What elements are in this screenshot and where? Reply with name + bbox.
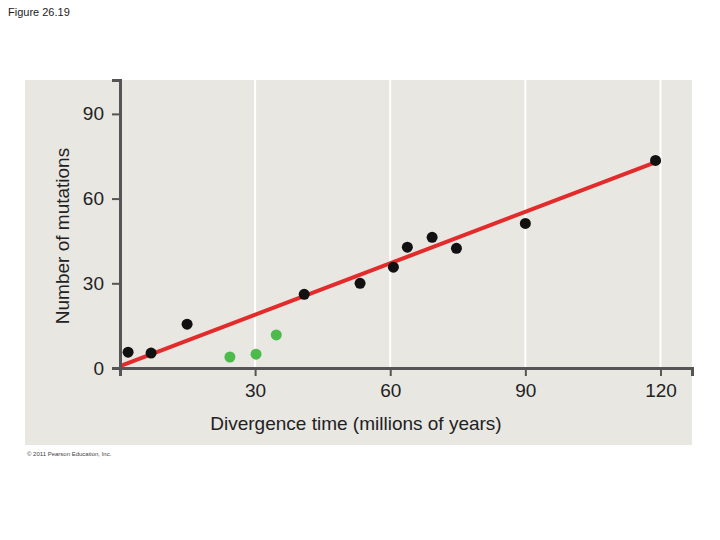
y-tick-label: 0 [93,358,104,379]
point [402,242,413,253]
point [146,348,157,359]
x-axis: 30 60 90 120 [121,368,693,401]
y-tick-mark [112,368,120,370]
x-tick-label: 60 [380,380,401,401]
y-axis-title: Number of mutations [52,148,73,324]
x-tick-label: 120 [645,380,677,401]
point [182,319,193,330]
point [271,329,282,340]
x-tick-label: 30 [245,380,266,401]
grid-line [389,80,391,368]
x-tick-label: 90 [515,380,536,401]
point [123,347,134,358]
point-series [224,329,281,362]
y-axis-line [112,81,121,369]
x-tick-mark [525,368,527,376]
grid-line [254,80,256,368]
y-tick-label: 90 [83,103,104,124]
point [451,243,462,254]
copyright: © 2011 Pearson Education, Inc. [27,451,112,457]
panel-background [25,80,692,445]
x-tick-mark [660,368,662,376]
y-tick-label: 30 [83,273,104,294]
y-axis: 0 30 60 90 [83,81,121,379]
y-tick-mark [112,113,120,115]
y-tick-mark [112,198,120,200]
grid-line [659,80,661,368]
x-tick: 120 [645,368,677,401]
y-tick-mark [112,283,120,285]
point [355,278,366,289]
point [251,349,262,360]
y-tick-label: 60 [83,188,104,209]
point [427,232,438,243]
point [299,289,310,300]
point [224,351,235,362]
y-tick: 0 [93,358,120,379]
x-tick: 60 [380,368,401,401]
x-tick-mark [255,368,257,376]
y-tick: 60 [83,188,120,209]
x-axis-line [121,369,693,377]
point [650,155,661,166]
chart: Figure 26.19 0 30 60 90 30 60 90 120 Divergence t… [0,0,720,540]
point [388,262,399,273]
title: Figure 26.19 [8,6,70,18]
grid-x [255,80,660,368]
y-tick: 90 [83,103,120,124]
point-series [123,155,661,359]
y-tick: 30 [83,273,120,294]
marks [120,155,661,366]
x-axis-title: Divergence time (millions of years) [210,413,501,434]
x-tick: 30 [245,368,266,401]
fit-line [120,160,660,366]
x-tick-mark [390,368,392,376]
x-tick: 90 [515,368,536,401]
point [520,218,531,229]
